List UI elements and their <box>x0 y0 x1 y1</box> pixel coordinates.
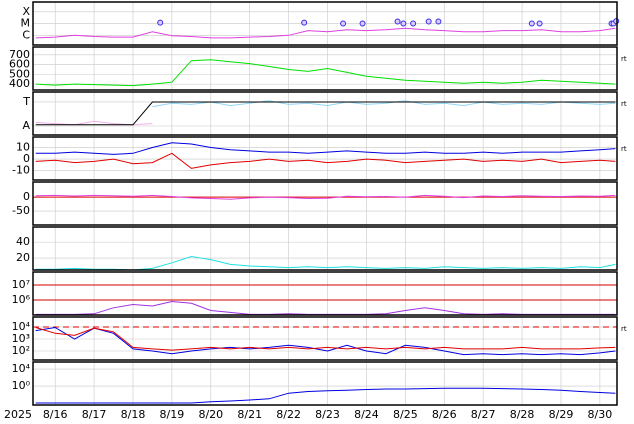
y-tick-label: 10 <box>16 140 30 153</box>
x-tick-label: 8/25 <box>393 408 418 421</box>
series-line <box>35 194 616 200</box>
flare-marker <box>613 18 620 25</box>
panel-frame <box>32 46 618 91</box>
y-tick-label: 700 <box>9 48 30 61</box>
flare-marker <box>301 19 308 26</box>
y-tick-label: T <box>22 95 30 108</box>
panel-note: rt <box>621 55 627 63</box>
panel-frame <box>32 316 618 361</box>
x-tick-label: 8/26 <box>432 408 457 421</box>
series-line <box>35 300 616 315</box>
series-line <box>35 27 616 39</box>
panel-note: rt <box>621 145 627 153</box>
y-tick-label: X <box>22 5 30 18</box>
y-tick-label: 10⁶ <box>12 293 31 306</box>
flare-marker <box>394 18 401 25</box>
x-tick-label: 8/18 <box>121 408 146 421</box>
y-tick-label: 10² <box>12 344 30 357</box>
panel-frame <box>32 271 618 316</box>
flare-marker <box>400 20 407 27</box>
x-tick-label: 8/29 <box>549 408 574 421</box>
series-line <box>35 387 616 404</box>
x-tick-label: 8/16 <box>43 408 68 421</box>
flare-marker <box>340 20 347 27</box>
y-tick-label: 600 <box>9 58 30 71</box>
y-tick-label: M <box>21 17 31 30</box>
panel-frame <box>32 136 618 181</box>
x-tick-label: 8/22 <box>276 408 301 421</box>
series-line <box>35 59 616 87</box>
series-line <box>35 255 616 271</box>
x-tick-label: 8/17 <box>82 408 107 421</box>
y-tick-label: A <box>22 119 30 132</box>
flare-marker <box>528 20 535 27</box>
y-tick-label: C <box>22 28 30 41</box>
series-line <box>35 101 616 126</box>
panel-frame <box>32 226 618 271</box>
panel-frame <box>32 361 618 406</box>
y-tick-label: -50 <box>12 204 30 217</box>
y-tick-label: 40 <box>16 235 30 248</box>
y-tick-label: 400 <box>9 77 30 90</box>
x-tick-label: 8/24 <box>354 408 379 421</box>
y-tick-label: 10⁰ <box>12 379 31 392</box>
panel-note: rt <box>621 325 627 333</box>
flare-marker <box>425 18 432 25</box>
flare-marker <box>359 20 366 27</box>
y-tick-label: 10⁴ <box>12 320 31 333</box>
y-tick-label: 10⁷ <box>12 278 30 291</box>
series-line <box>35 142 616 155</box>
series-line <box>35 326 616 356</box>
panel-frame <box>32 1 618 46</box>
x-tick-label: 8/20 <box>198 408 223 421</box>
y-tick-label: 10³ <box>12 332 30 345</box>
x-tick-label: 8/27 <box>471 408 496 421</box>
y-tick-label: 20 <box>16 251 30 264</box>
flare-marker <box>435 18 442 25</box>
flare-marker <box>410 20 417 27</box>
series-line <box>35 152 616 169</box>
y-tick-label: -10 <box>12 164 30 177</box>
y-tick-label: 10⁴ <box>12 362 31 375</box>
x-tick-label: 8/19 <box>160 408 185 421</box>
y-tick-label: 500 <box>9 67 30 80</box>
series-line <box>152 100 616 108</box>
x-tick-label: 8/30 <box>588 408 613 421</box>
x-tick-label: 8/21 <box>237 408 262 421</box>
series-line <box>35 327 616 351</box>
flare-marker <box>536 20 543 27</box>
x-tick-label: 8/28 <box>510 408 535 421</box>
year-label: 2025 <box>4 408 32 421</box>
panel-frame <box>32 181 618 226</box>
flare-marker <box>157 19 164 26</box>
panel-note: rt <box>621 100 627 108</box>
panel-frame <box>32 91 618 136</box>
y-tick-label: 0 <box>23 190 30 203</box>
x-tick-label: 8/23 <box>315 408 340 421</box>
y-tick-label: 0 <box>23 152 30 165</box>
